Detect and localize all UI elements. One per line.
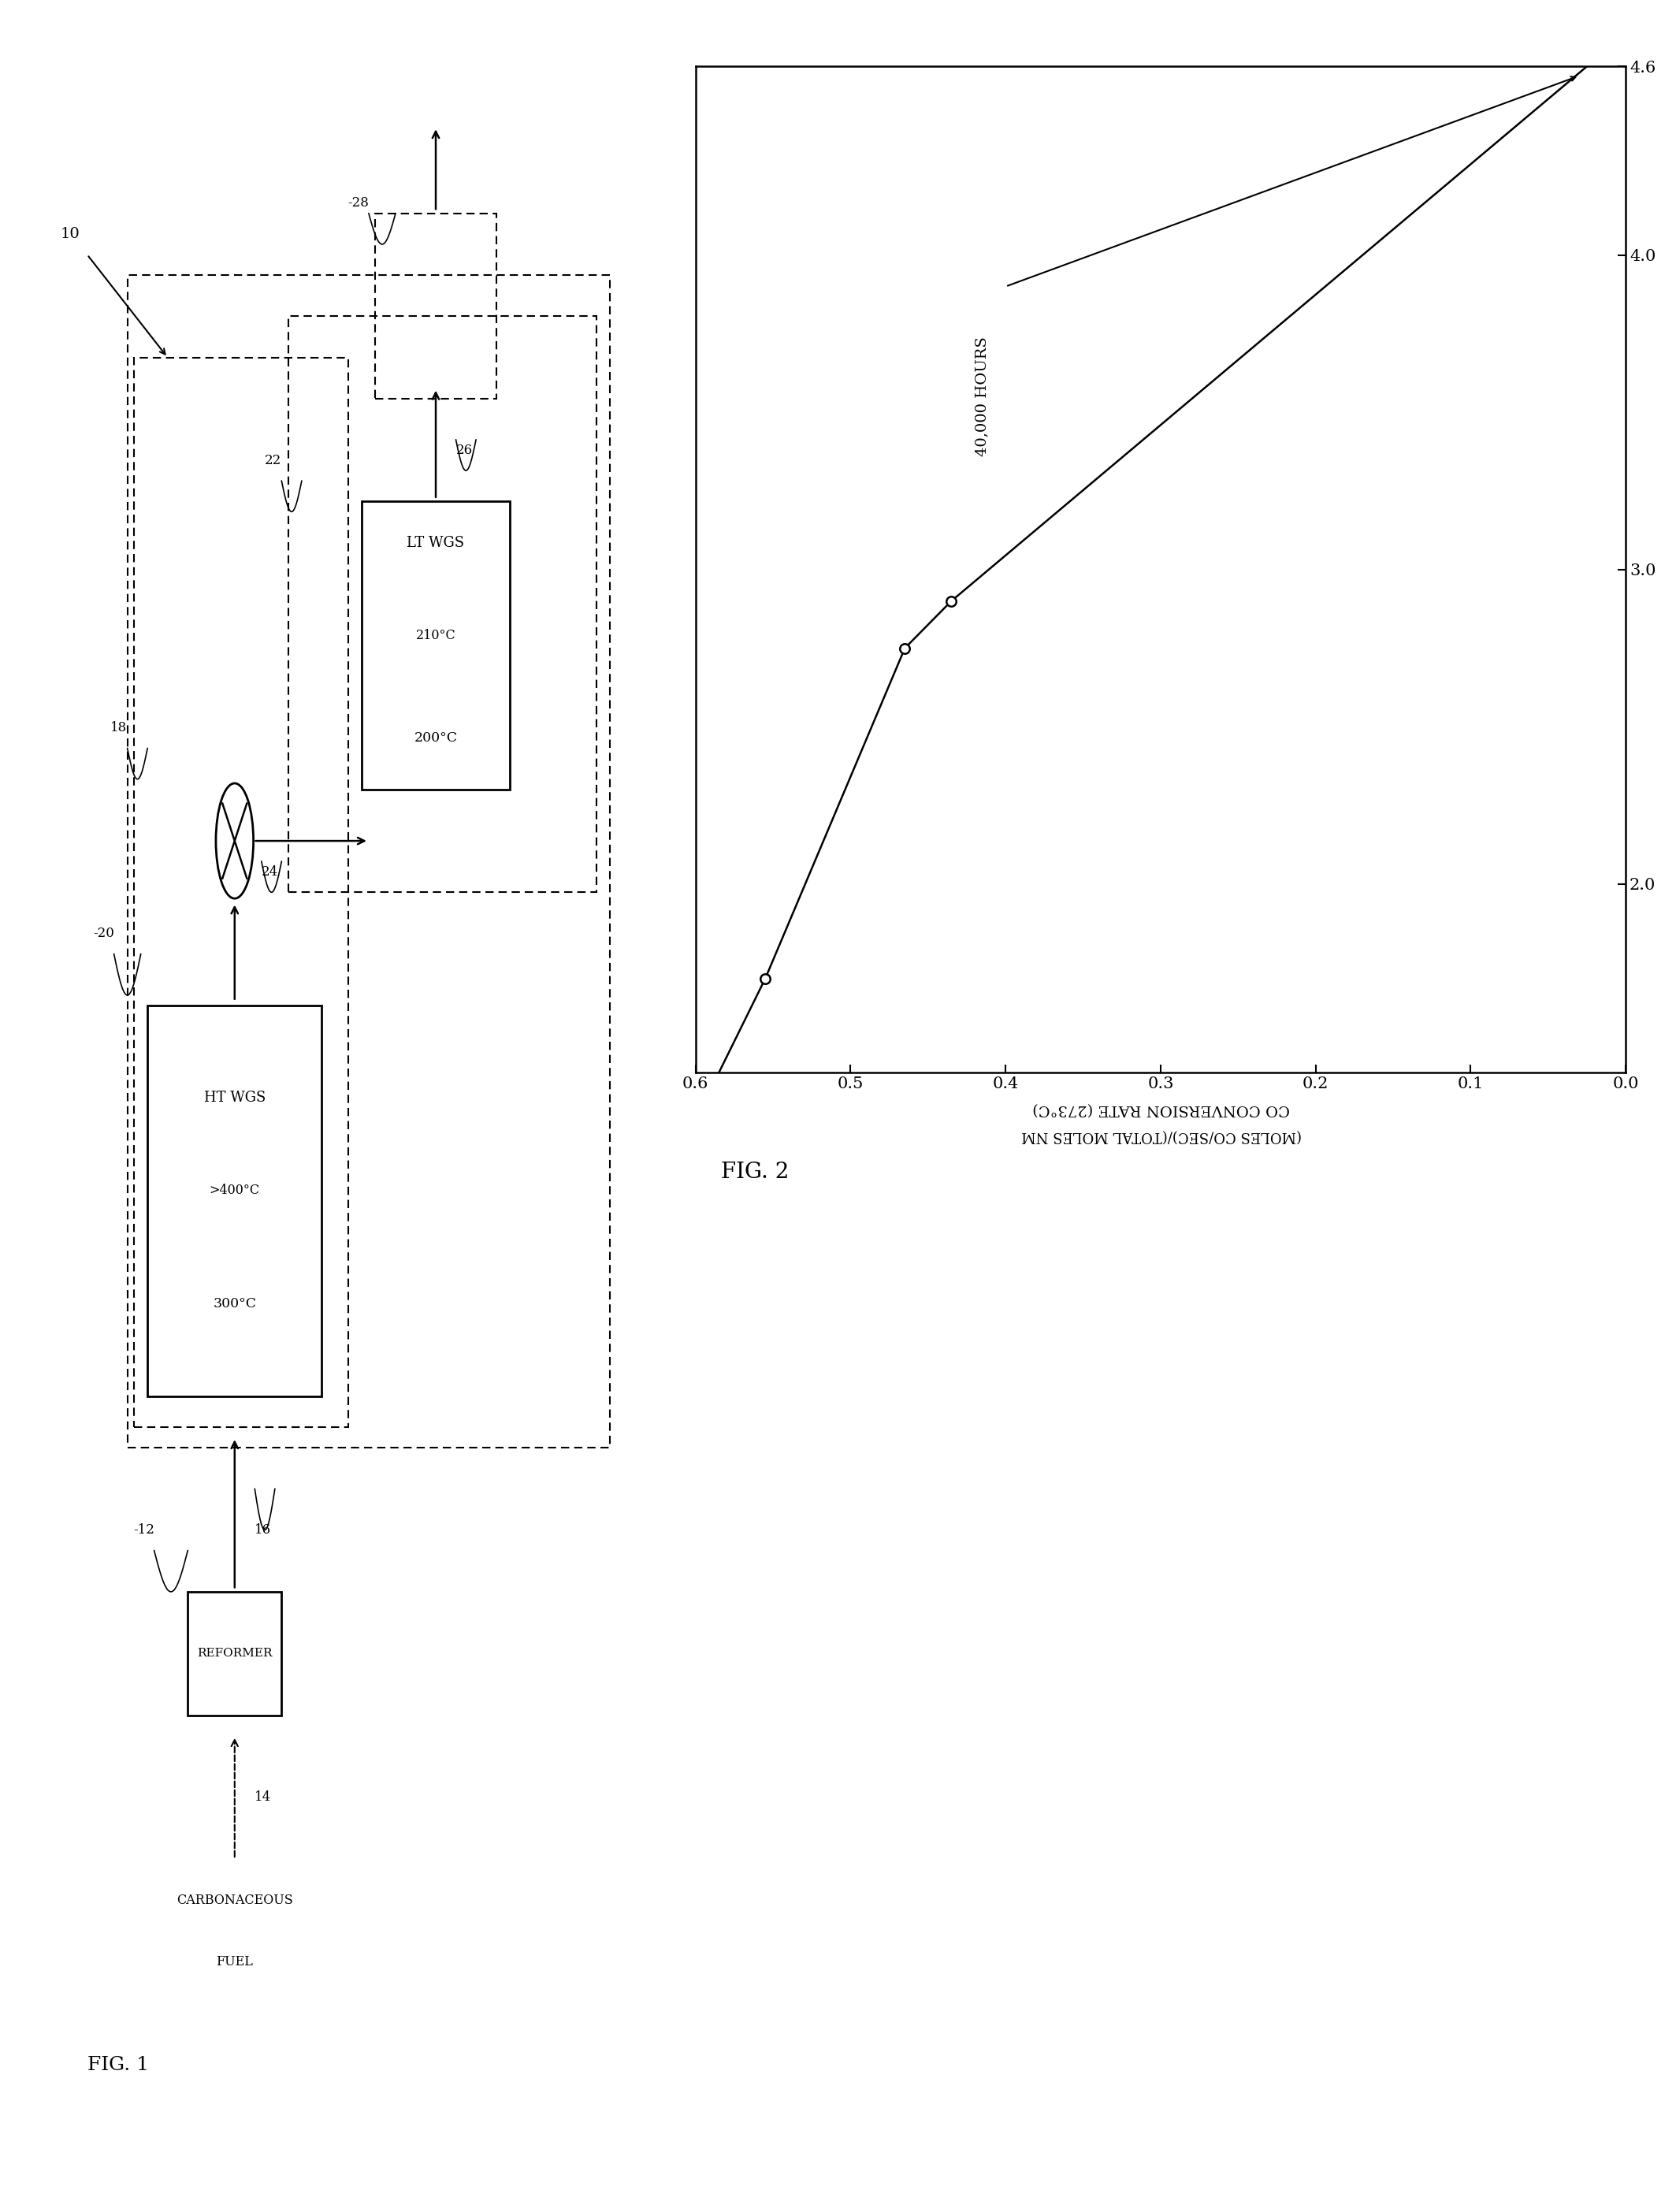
Text: 24: 24 xyxy=(261,865,278,878)
Text: CO CONVERSION RATE (273°C): CO CONVERSION RATE (273°C) xyxy=(1032,1102,1291,1115)
Text: 14: 14 xyxy=(255,1792,272,1805)
Bar xyxy=(375,212,496,398)
Text: LT WGS: LT WGS xyxy=(407,535,464,551)
Text: -12: -12 xyxy=(132,1524,154,1537)
Text: >400°C: >400°C xyxy=(210,1183,260,1197)
Text: HT WGS: HT WGS xyxy=(204,1091,265,1106)
Text: -20: -20 xyxy=(92,927,114,940)
Bar xyxy=(147,1006,322,1396)
Text: FIG. 2: FIG. 2 xyxy=(721,1161,789,1183)
Text: 22: 22 xyxy=(265,453,282,467)
Text: (MOLES CO/SEC)/(TOTAL MOLES NM: (MOLES CO/SEC)/(TOTAL MOLES NM xyxy=(1021,1128,1302,1141)
Text: 16: 16 xyxy=(255,1524,272,1537)
Text: 10: 10 xyxy=(60,228,80,241)
Bar xyxy=(188,1593,282,1714)
Text: REFORMER: REFORMER xyxy=(198,1648,272,1659)
Bar xyxy=(362,502,510,790)
Text: 210°C: 210°C xyxy=(416,628,456,641)
Text: 200°C: 200°C xyxy=(414,732,458,745)
Bar xyxy=(288,316,597,891)
Text: 300°C: 300°C xyxy=(213,1296,256,1310)
Text: FUEL: FUEL xyxy=(216,1955,253,1969)
Text: CARBONACEOUS: CARBONACEOUS xyxy=(176,1893,293,1907)
Y-axis label: LOG 10 TOTAL HOURS: LOG 10 TOTAL HOURS xyxy=(1671,458,1676,681)
Text: 18: 18 xyxy=(111,721,127,734)
Bar xyxy=(127,274,610,1447)
Bar xyxy=(134,358,349,1427)
Text: 26: 26 xyxy=(456,442,473,456)
Text: -28: -28 xyxy=(347,197,369,210)
Circle shape xyxy=(216,783,253,898)
Text: 40,000 HOURS: 40,000 HOURS xyxy=(975,336,989,456)
Text: FIG. 1: FIG. 1 xyxy=(87,2055,149,2075)
